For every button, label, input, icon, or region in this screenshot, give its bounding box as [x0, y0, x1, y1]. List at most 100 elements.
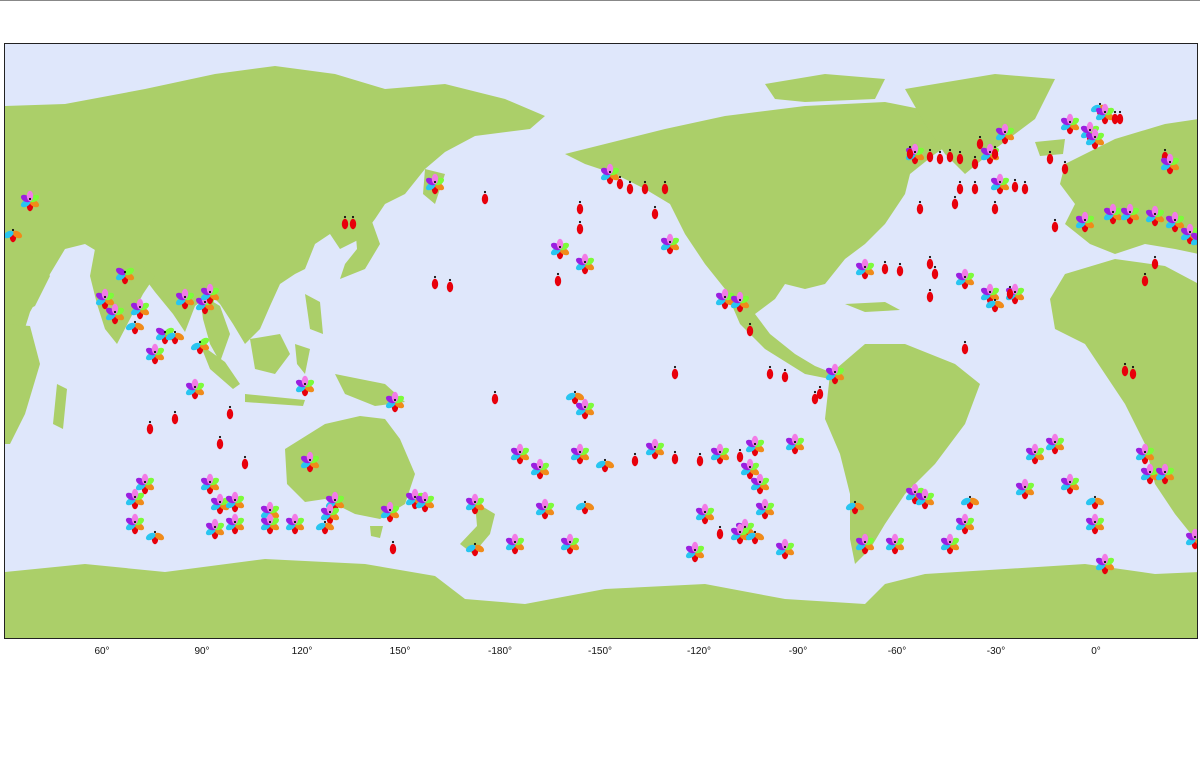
marker-petal [231, 513, 239, 525]
marker-center [643, 180, 647, 184]
site-marker [1111, 110, 1119, 125]
marker-center [543, 505, 547, 509]
marker-petal [301, 375, 309, 387]
site-marker [1165, 211, 1185, 233]
marker-petal [746, 325, 754, 337]
site-marker [641, 180, 649, 195]
marker-center [1063, 160, 1067, 164]
marker-petal [1091, 128, 1099, 140]
site-marker [216, 435, 224, 450]
site-marker [991, 200, 999, 215]
marker-petal [199, 337, 210, 346]
marker-center [473, 500, 477, 504]
marker-center [793, 440, 797, 444]
marker-center [148, 420, 152, 424]
marker-petal [906, 148, 914, 160]
marker-petal [671, 453, 679, 465]
marker-center [1188, 230, 1192, 234]
marker-petal [976, 138, 984, 150]
marker-center [423, 498, 427, 502]
site-marker [956, 150, 964, 165]
marker-center [883, 260, 887, 264]
marker-center [863, 265, 867, 269]
site-marker [1051, 218, 1059, 233]
marker-center [1013, 178, 1017, 182]
marker-center [973, 155, 977, 159]
site-marker [976, 135, 984, 150]
marker-petal [1011, 283, 1019, 295]
marker-center [1023, 180, 1027, 184]
marker-center [893, 540, 897, 544]
site-marker [1060, 473, 1080, 495]
marker-petal [341, 218, 349, 230]
marker-center [928, 148, 932, 152]
site-marker [710, 443, 730, 465]
marker-petal [216, 493, 224, 505]
marker-center [103, 295, 107, 299]
marker-center [618, 175, 622, 179]
antarctica-landmass [5, 559, 1197, 638]
site-marker [896, 262, 904, 277]
marker-center [993, 145, 997, 149]
marker-petal [266, 513, 274, 525]
marker-center [433, 180, 437, 184]
marker-center [1148, 470, 1152, 474]
marker-center [578, 450, 582, 454]
marker-center [898, 262, 902, 266]
site-marker [696, 452, 704, 467]
marker-petal [154, 532, 165, 541]
marker-petal [1086, 121, 1094, 133]
site-marker [661, 180, 669, 195]
site-marker [906, 145, 914, 160]
world-map[interactable] [4, 43, 1198, 639]
marker-petal [389, 543, 397, 555]
marker-petal [190, 342, 201, 351]
sumatra-landmass [200, 344, 240, 389]
marker-center [1048, 150, 1052, 154]
marker-center [998, 180, 1002, 184]
marker-petal [111, 303, 119, 315]
marker-center [243, 455, 247, 459]
marker-center [993, 200, 997, 204]
marker-center [293, 520, 297, 524]
marker-center [133, 520, 137, 524]
marker-center [968, 495, 972, 499]
marker-petal [956, 183, 964, 195]
marker-center [433, 275, 437, 279]
marker-center [693, 548, 697, 552]
marker-petal [206, 473, 214, 485]
marker-center [763, 505, 767, 509]
marker-center [1163, 470, 1167, 474]
longitude-label: -30° [986, 646, 1006, 657]
marker-center [913, 490, 917, 494]
marker-center [391, 540, 395, 544]
marker-center [978, 135, 982, 139]
marker-petal [1081, 211, 1089, 223]
site-marker [185, 378, 205, 400]
marker-petal [754, 532, 765, 541]
marker-center [11, 228, 15, 232]
marker-petal [26, 190, 34, 202]
site-marker [1155, 463, 1175, 485]
site-marker [146, 420, 154, 435]
site-marker [300, 451, 320, 473]
site-marker [631, 452, 639, 467]
marker-center [213, 525, 217, 529]
marker-petal [1111, 113, 1119, 125]
site-marker [995, 123, 1015, 145]
marker-center [1143, 450, 1147, 454]
marker-center [153, 350, 157, 354]
site-marker [389, 540, 397, 555]
marker-petal [474, 544, 485, 553]
site-marker [465, 542, 485, 557]
marker-center [1143, 272, 1147, 276]
marker-petal [101, 288, 109, 300]
marker-center [933, 265, 937, 269]
longitude-label: 90° [194, 646, 210, 657]
site-marker [916, 200, 924, 215]
marker-center [1153, 212, 1157, 216]
site-marker [955, 268, 975, 290]
marker-center [738, 448, 742, 452]
site-marker [1006, 285, 1014, 300]
south-america-landmass [825, 344, 980, 564]
